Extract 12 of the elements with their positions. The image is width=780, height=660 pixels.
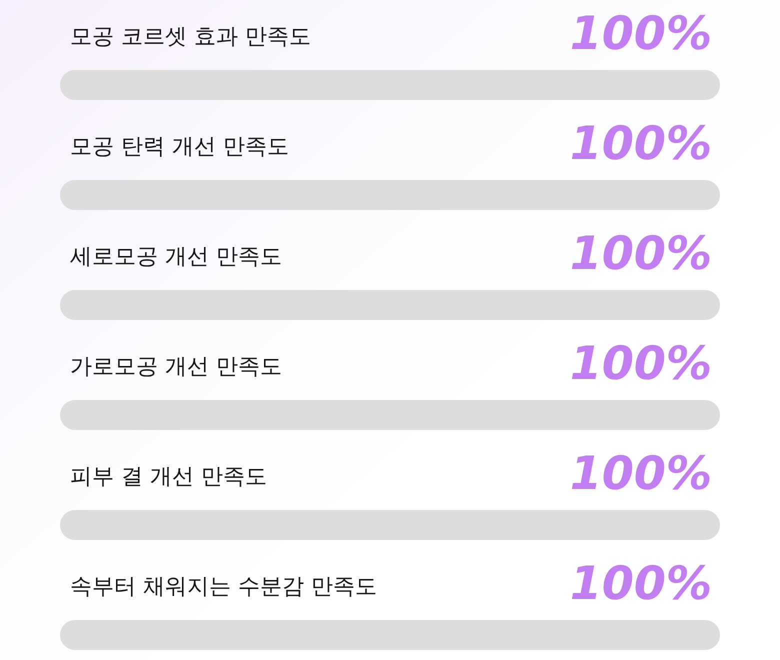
data-label: 100% [570,556,712,610]
data-label: 100% [570,446,712,500]
y-tick-label: 피부 결 개선 만족도 [70,464,267,490]
data-label: 100% [570,226,712,280]
data-label: 100% [570,336,712,390]
data-label: 100% [570,6,712,60]
data-label: 100% [570,116,712,170]
y-tick-label: 가로모공 개선 만족도 [70,354,282,380]
y-tick-label: 모공 코르셋 효과 만족도 [70,24,311,50]
y-tick-label: 모공 탄력 개선 만족도 [70,134,289,160]
y-tick-label: 속부터 채워지는 수분감 만족도 [70,574,377,600]
y-tick-label: 세로모공 개선 만족도 [70,244,282,270]
